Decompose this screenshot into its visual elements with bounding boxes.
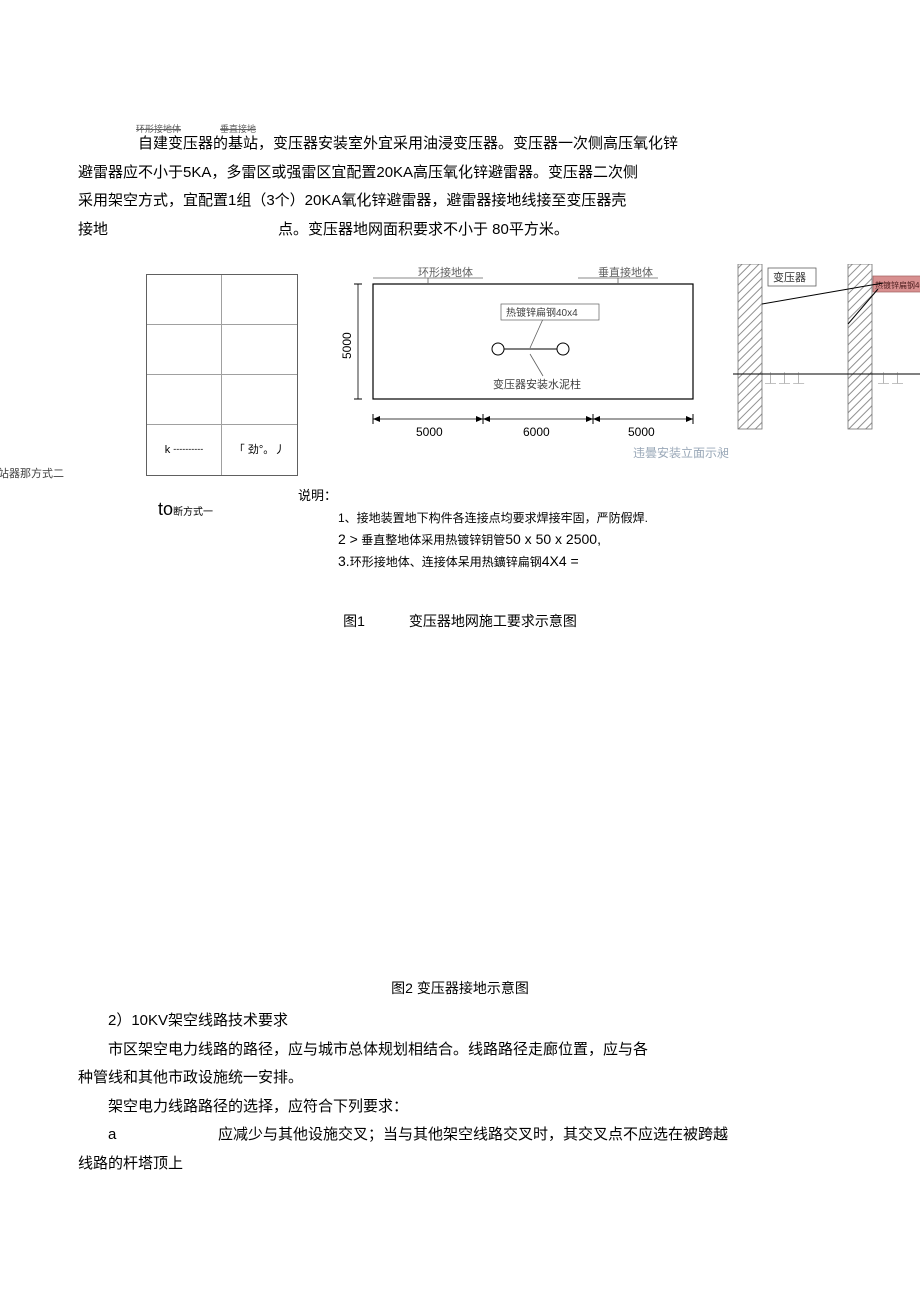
figure-1-caption: 图1 变压器地网施工要求示意图 bbox=[78, 608, 842, 635]
side-label: 站器那方式二 bbox=[0, 464, 64, 485]
para1-seg-a: 接地 bbox=[78, 216, 108, 245]
sec2-p2: 架空电力线路路径的选择，应符合下列要求： bbox=[78, 1093, 842, 1122]
sec2-a-text2: 线路的杆塔顶上 bbox=[78, 1150, 842, 1179]
sm2a: 2 > bbox=[338, 531, 358, 547]
section-2: 2）10KV架空线路技术要求 市区架空电力线路的路径，应与城市总体规划相结合。线… bbox=[78, 1007, 842, 1178]
paragraph-1-line-2: 避雷器应不小于5KA，多雷区或强雷区宜配置20KA高压氧化锌避雷器。变压器二次侧 bbox=[78, 159, 842, 188]
paragraph-1-line-3: 采用架空方式，宜配置1组（3个）20KA氧化锌避雷器，避雷器接地线接至变压器壳 bbox=[78, 187, 842, 216]
sec2-a-row: a应减少与其他设施交叉；当与其他架空线路交叉时，其交叉点不应选在被跨越 bbox=[78, 1121, 842, 1150]
shuoming-1: 1、接地装置地下构件各连接点均要求焊接牢固，严防假焊. bbox=[338, 509, 648, 528]
sec2-p1: 市区架空电力线路的路径，应与城市总体规划相结合。线路路径走廊位置，应与各 bbox=[78, 1036, 842, 1065]
sec2-title: 2）10KV架空线路技术要求 bbox=[78, 1007, 842, 1036]
sm3b: 环形接地体、连接体呆用热鑛锌扁钢 bbox=[350, 555, 542, 569]
sec2-a-label: a bbox=[78, 1121, 218, 1150]
fig1-cap-b: 变压器地网施工要求示意图 bbox=[409, 613, 577, 629]
to-text: to bbox=[158, 499, 173, 519]
cell-r: 「 劲°。丿 bbox=[234, 440, 285, 461]
svg-text:⏊ ⏊: ⏊ ⏊ bbox=[878, 371, 903, 385]
h3: 5000 bbox=[628, 425, 655, 439]
fig1-cap-a: 图1 bbox=[343, 608, 365, 635]
sec2-a-text: 应减少与其他设施交叉；当与其他架空线路交叉时，其交叉点不应选在被跨越 bbox=[218, 1126, 728, 1143]
cell-k: k bbox=[165, 440, 171, 461]
ring-label: 环形接地体 bbox=[418, 265, 473, 279]
svg-text:⏊ ⏊ ⏊: ⏊ ⏊ ⏊ bbox=[765, 371, 804, 385]
elev-flat-steel: 热镀锌扁钢40x4 bbox=[875, 280, 920, 290]
para1-seg-b: 点。变压器地网面积要求不小于 80平方米。 bbox=[278, 216, 569, 245]
cell-dash: ---------- bbox=[173, 441, 203, 458]
sm2c: 50 x 50 x 2500, bbox=[505, 531, 601, 547]
strike-label-1: 环形接地体 bbox=[106, 121, 181, 138]
vdim: 5000 bbox=[340, 332, 354, 359]
flat-steel-label: 热镀锌扁钢40x4 bbox=[506, 306, 578, 319]
vert-label: 垂直接地体 bbox=[598, 265, 653, 279]
small-table: k ---------- 「 劲°。丿 bbox=[146, 274, 298, 476]
figure-1: 站器那方式二 k ---------- 「 劲°。丿 to断方式一 环形接地体 … bbox=[78, 264, 842, 604]
elevation-caption: 违曇安装立面示昶 bbox=[633, 442, 729, 465]
paragraph-1-line-4: 接地 点。变压器地网面积要求不小于 80平方米。 bbox=[78, 216, 842, 245]
to-sub: 断方式一 bbox=[173, 507, 213, 518]
sm2b: 垂直整地体采用热镀锌钥管 bbox=[361, 533, 505, 547]
sm3c: 4X4 = bbox=[542, 553, 579, 569]
sm3a: 3. bbox=[338, 553, 350, 569]
h1: 5000 bbox=[416, 425, 443, 439]
to-label: to断方式一 bbox=[158, 492, 213, 526]
cement-label: 变压器安装水泥柱 bbox=[493, 377, 581, 391]
strike-label-2: 垂直接地 bbox=[190, 121, 256, 138]
h2: 6000 bbox=[523, 425, 550, 439]
elev-transformer: 变压器 bbox=[773, 270, 806, 284]
shuoming-3: 3.环形接地体、连接体呆用热鑛锌扁钢4X4 = bbox=[338, 550, 648, 572]
shuoming-2: 2 > 垂直整地体采用热镀锌钥管50 x 50 x 2500, bbox=[338, 528, 648, 550]
paragraph-1-line-1: 自建变压器的基站，变压器安装室外宜采用油浸变压器。变压器一次侧高压氧化锌 环形接… bbox=[78, 130, 842, 159]
sec2-p1b: 种管线和其他市政设施统一安排。 bbox=[78, 1064, 842, 1093]
shuoming-block: 说明： 1、接地装置地下构件各连接点均要求焊接牢固，严防假焊. 2 > 垂直整地… bbox=[298, 484, 648, 573]
shuoming-title: 说明： bbox=[298, 484, 648, 509]
figure-2-caption: 图2 变压器接地示意图 bbox=[78, 975, 842, 1002]
elevation-view: 变压器 热镀锌扁钢40x4 ⏊ ⏊ ⏊ ⏊ ⏊ bbox=[733, 264, 920, 479]
